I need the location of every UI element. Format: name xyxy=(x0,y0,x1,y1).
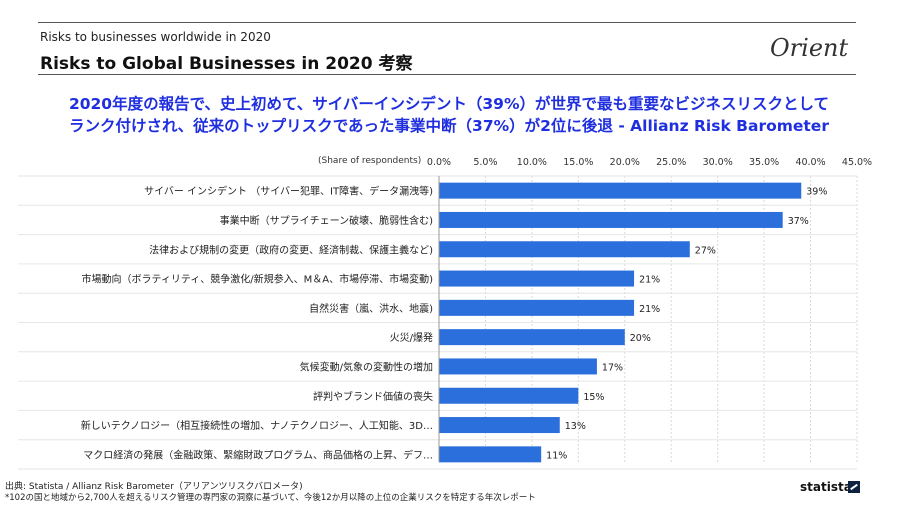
brand-logo: Orient xyxy=(770,34,849,62)
value-label: 11% xyxy=(546,450,567,461)
tick-label: 40.0% xyxy=(795,157,825,168)
chart-title: Risks to Global Businesses in 2020 考察 xyxy=(40,54,413,74)
bar xyxy=(439,446,542,463)
statista-logo: statista xyxy=(800,480,852,494)
category-label: 自然災害（嵐、洪水、地震) xyxy=(309,302,433,315)
tick-label: 5.0% xyxy=(473,157,497,168)
footnote-text: *102の国と地域から2,700人を超えるリスク管理の専門家の洞察に基づいて、今… xyxy=(5,493,536,503)
tick-label: 35.0% xyxy=(749,157,779,168)
bar xyxy=(439,358,597,375)
bar xyxy=(439,417,560,434)
category-label: 事業中断（サプライチェーン破壊、脆弱性含む) xyxy=(220,214,433,227)
headline-line-2: ランク付けされ、従来のトップリスクであった事業中断（37%）が2位に後退 - A… xyxy=(69,117,829,135)
source-text: 出典: Statista / Allianz Risk Barometer（アリ… xyxy=(5,482,303,492)
axis-label: (Share of respondents) xyxy=(318,156,422,166)
value-label: 39% xyxy=(806,187,827,198)
title-divider xyxy=(38,74,856,75)
category-label: 評判やブランド価値の喪失 xyxy=(313,390,433,403)
category-label: 火災/爆発 xyxy=(390,331,433,344)
bar xyxy=(439,329,625,346)
statista-icon xyxy=(848,481,860,493)
header-divider xyxy=(38,22,856,23)
bar xyxy=(439,299,635,316)
bar xyxy=(439,270,635,287)
value-label: 15% xyxy=(583,392,604,403)
tick-label: 30.0% xyxy=(703,157,733,168)
value-label: 13% xyxy=(565,421,586,432)
bar xyxy=(439,211,783,228)
tick-label: 20.0% xyxy=(610,157,640,168)
value-label: 21% xyxy=(639,275,660,286)
tick-label: 10.0% xyxy=(517,157,547,168)
tick-label: 45.0% xyxy=(842,157,872,168)
category-label: マクロ経済の発展（金融政策、緊縮財政プログラム、商品価格の上昇、デフ… xyxy=(83,448,433,461)
tick-label: 0.0% xyxy=(427,157,451,168)
category-label: 法律および規制の変更（政府の変更、経済制裁、保護主義など) xyxy=(149,243,433,256)
category-label: 市場動向（ボラティリティ、競争激化/新規参入、M＆A、市場停滞、市場変動) xyxy=(81,273,433,286)
value-label: 27% xyxy=(695,245,716,256)
tick-label: 15.0% xyxy=(563,157,593,168)
value-label: 21% xyxy=(639,304,660,315)
category-label: 新しいテクノロジー（相互接続性の増加、ナノテクノロジー、人工知能、3D… xyxy=(81,419,433,432)
value-label: 17% xyxy=(602,362,623,373)
category-label: サイバー インシデント （サイバー犯罪、IT障害、データ漏洩等) xyxy=(144,185,433,198)
bar xyxy=(439,182,802,199)
tick-label: 25.0% xyxy=(656,157,686,168)
bar xyxy=(439,241,690,258)
bar xyxy=(439,387,579,404)
category-label: 気候変動/気象の変動性の増加 xyxy=(300,360,433,373)
value-label: 20% xyxy=(630,333,651,344)
headline-line-1: 2020年度の報告で、史上初めて、サイバーインシデント（39%）が世界で最も重要… xyxy=(68,95,830,113)
headline: 2020年度の報告で、史上初めて、サイバーインシデント（39%）が世界で最も重要… xyxy=(0,93,898,137)
chart-subtitle: Risks to businesses worldwide in 2020 xyxy=(40,30,271,44)
value-label: 37% xyxy=(788,216,809,227)
